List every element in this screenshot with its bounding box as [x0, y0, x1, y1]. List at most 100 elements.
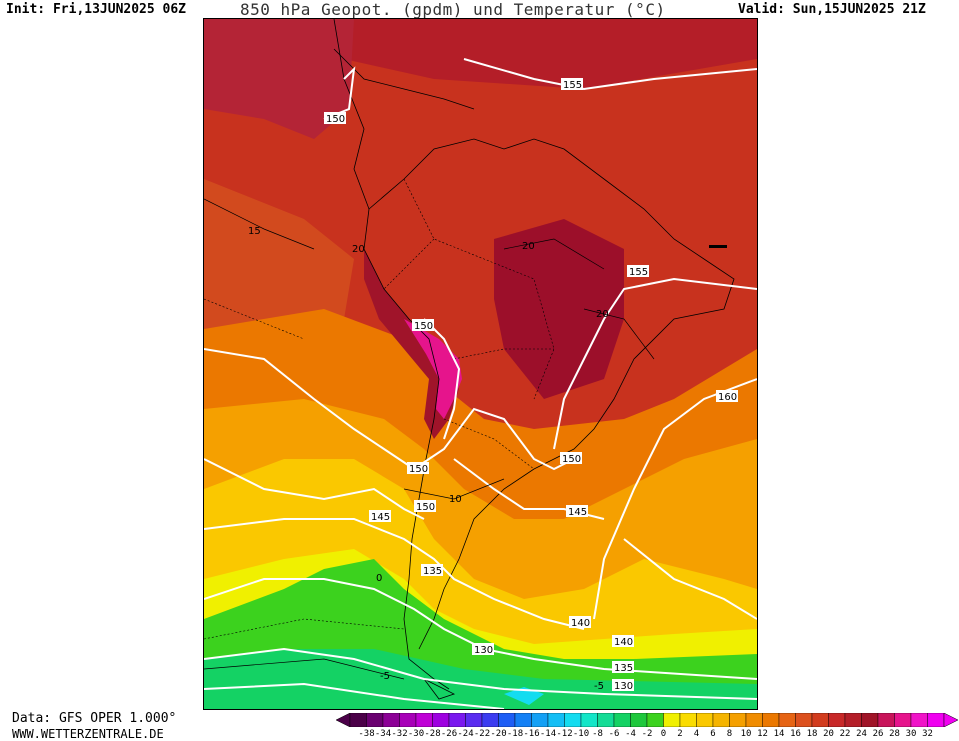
temp-label: 20 — [522, 241, 535, 252]
scale-tick-label: 8 — [726, 729, 733, 739]
svg-text:150: 150 — [409, 464, 428, 475]
scale-swatch — [894, 713, 912, 727]
scale-swatch — [778, 713, 796, 727]
geo-label: 130 — [612, 679, 634, 692]
scale-swatch — [481, 713, 499, 727]
scale-swatch — [465, 713, 483, 727]
scale-swatch — [877, 713, 895, 727]
scale-tick-label: -20 — [490, 729, 507, 739]
svg-text:150: 150 — [326, 114, 345, 125]
scale-swatch — [646, 713, 664, 727]
scale-swatch — [745, 713, 763, 727]
scale-tick-label: 20 — [823, 729, 834, 739]
init-time: Init: Fri,13JUN2025 06Z — [6, 2, 187, 17]
scale-swatch — [844, 713, 862, 727]
geo-label: 150 — [560, 452, 582, 465]
scale-tick-label: 18 — [806, 729, 818, 739]
scale-arrow-right — [943, 713, 958, 727]
scale-swatch — [580, 713, 598, 727]
scale-swatch — [432, 713, 450, 727]
geo-label: 150 — [324, 112, 346, 125]
scale-swatch — [613, 713, 631, 727]
weather-map: 155 150 150 155 150 160 150 150 145 145 … — [203, 18, 758, 710]
geo-label: 130 — [472, 643, 494, 656]
scale-tick-label: -10 — [572, 729, 590, 739]
scale-tick-label: 30 — [905, 729, 917, 739]
scale-tick-label: -16 — [523, 729, 540, 739]
scale-tick-label: 28 — [889, 729, 900, 739]
temp-label: -5 — [380, 671, 390, 682]
map-marker — [709, 245, 727, 248]
geo-label: 140 — [612, 635, 634, 648]
geopotential-labels: 155 150 150 155 150 160 150 150 145 145 … — [324, 78, 738, 692]
scale-tick-label: 22 — [839, 729, 851, 739]
scale-tick-label: 16 — [790, 729, 801, 739]
scale-swatch — [547, 713, 565, 727]
geo-label: 145 — [566, 505, 588, 518]
scale-swatch — [531, 713, 549, 727]
website-credit: WWW.WETTERZENTRALE.DE — [12, 727, 164, 741]
geo-label: 135 — [612, 661, 634, 674]
temp-label: 20 — [352, 244, 365, 255]
scale-tick-label: 0 — [660, 729, 667, 739]
scale-swatch — [564, 713, 582, 727]
scale-swatch — [795, 713, 813, 727]
svg-text:145: 145 — [371, 512, 390, 523]
scale-swatch — [828, 713, 846, 727]
scale-tick-label: -30 — [407, 729, 425, 739]
scale-tick-label: -12 — [556, 729, 573, 739]
scale-swatch — [927, 713, 945, 727]
scale-swatch — [663, 713, 681, 727]
scale-swatch — [382, 713, 400, 727]
scale-tick-label: -32 — [391, 729, 408, 739]
geo-label: 160 — [716, 390, 738, 403]
scale-tick-label: -24 — [457, 729, 474, 739]
scale-tick-label: -2 — [641, 729, 653, 739]
scale-tick-label: -26 — [440, 729, 458, 739]
scale-tick-label: 6 — [710, 729, 716, 739]
geo-label: 150 — [407, 462, 429, 475]
scale-swatch — [448, 713, 466, 727]
scale-arrow-left — [336, 713, 351, 727]
geo-label: 150 — [412, 319, 434, 332]
geo-label: 145 — [369, 510, 391, 523]
temp-label: -5 — [594, 681, 604, 692]
svg-text:155: 155 — [563, 80, 582, 91]
svg-text:135: 135 — [614, 663, 633, 674]
scale-tick-label: -28 — [424, 729, 441, 739]
scale-swatch — [696, 713, 714, 727]
svg-text:140: 140 — [614, 637, 633, 648]
geo-label: 150 — [414, 500, 436, 513]
scale-tick-label: 12 — [757, 729, 768, 739]
scale-swatch — [415, 713, 433, 727]
temperature-isolines — [204, 198, 655, 680]
chart-title: 850 hPa Geopot. (gpdm) und Temperatur (°… — [240, 0, 666, 19]
scale-swatch — [811, 713, 829, 727]
svg-text:160: 160 — [718, 392, 737, 403]
svg-text:140: 140 — [571, 618, 590, 629]
temp-label: 20 — [596, 309, 609, 320]
scale-tick-label: 14 — [773, 729, 785, 739]
scale-tick-label: 32 — [922, 729, 933, 739]
andes-high — [404, 319, 462, 419]
scale-tick-label: -38 — [358, 729, 375, 739]
scale-tick-label: -22 — [473, 729, 491, 739]
scale-tick-label: -8 — [592, 729, 603, 739]
andes-ridge — [364, 249, 459, 439]
temp-band-24-northwest — [204, 19, 354, 139]
color-scale — [336, 713, 958, 727]
scale-tick-label: 10 — [740, 729, 752, 739]
temp-label: 10 — [449, 494, 462, 505]
geo-label: 135 — [421, 564, 443, 577]
svg-text:135: 135 — [423, 566, 442, 577]
svg-text:150: 150 — [416, 502, 435, 513]
map-canvas: 155 150 150 155 150 160 150 150 145 145 … — [204, 19, 757, 709]
temp-label: 0 — [376, 573, 382, 584]
temp-band-16-pacific — [204, 179, 354, 339]
svg-text:150: 150 — [562, 454, 581, 465]
scale-tick-label: -4 — [625, 729, 636, 739]
scale-swatch — [366, 713, 384, 727]
scale-tick-label: -34 — [374, 729, 392, 739]
scale-swatch — [712, 713, 730, 727]
scale-tick-label: 24 — [856, 729, 867, 739]
